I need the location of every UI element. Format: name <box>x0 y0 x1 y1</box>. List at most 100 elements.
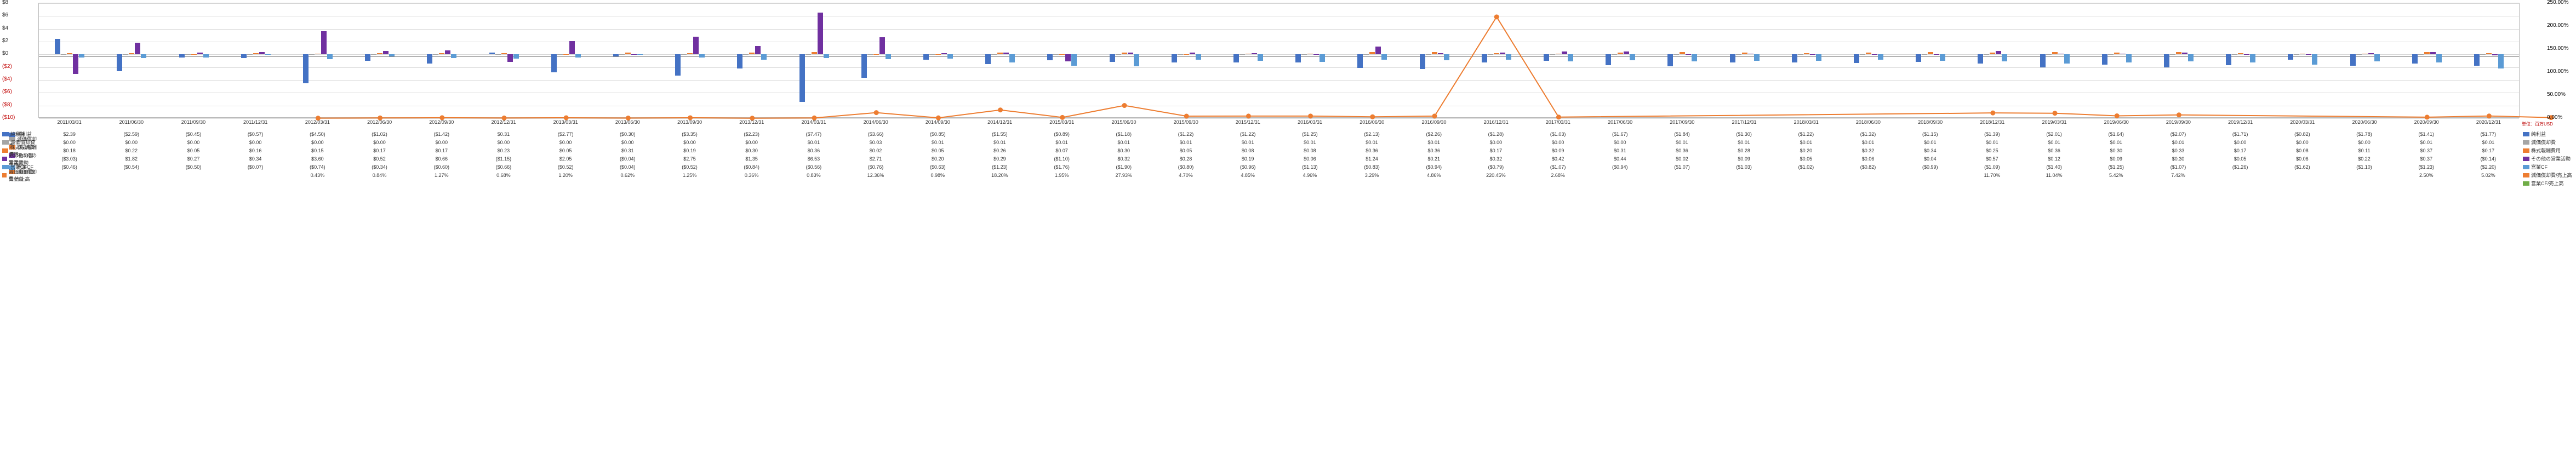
table-cell: $0.08 <box>1217 148 1279 153</box>
bar-net_income <box>2040 54 2046 67</box>
table-cell: $0.01 <box>1713 140 1775 145</box>
bar-net_income <box>303 54 309 83</box>
bar-op_cf <box>1258 54 1263 60</box>
plot-area <box>38 3 2520 118</box>
table-cell: $0.02 <box>1651 156 1713 162</box>
bar-other_op <box>1996 51 2001 55</box>
x-tick: 2015/09/30 <box>1155 119 1216 125</box>
bar-net_income <box>365 54 370 61</box>
bar-sbc <box>1494 53 1499 54</box>
table-cell: $0.09 <box>2085 156 2147 162</box>
table-cell: $0.00 <box>659 140 721 145</box>
table-cell: ($0.60) <box>410 164 472 170</box>
bar-sbc <box>1122 53 1127 55</box>
table-cell: $0.01 <box>1031 140 1093 145</box>
x-tick: 2016/06/30 <box>1341 119 1403 125</box>
bar-op_cf <box>265 54 271 55</box>
table-cell: $0.11 <box>2333 148 2395 153</box>
bar-sbc <box>812 52 817 54</box>
bar-net_income <box>1357 54 1363 68</box>
table-cell: ($0.74) <box>287 164 349 170</box>
bar-depreciation <box>371 54 376 55</box>
table-cell: $0.57 <box>1961 156 2023 162</box>
x-tick: 2017/12/31 <box>1713 119 1775 125</box>
table-cell: $0.03 <box>844 140 906 145</box>
bar-depreciation <box>1550 54 1555 55</box>
table-cell: ($2.23) <box>721 131 782 137</box>
x-tick: 2012/06/30 <box>349 119 410 125</box>
bar-net_income <box>2102 54 2107 65</box>
table-cell: $1.82 <box>100 156 162 162</box>
table-cell: $0.34 <box>1899 148 1961 153</box>
bar-other_op <box>1872 54 1877 55</box>
table-cell: $0.20 <box>907 156 969 162</box>
table-cell: 4.70% <box>1155 173 1216 178</box>
table-cell: ($4.50) <box>287 131 349 137</box>
x-axis-labels: 2011/03/312011/06/302011/09/302011/12/31… <box>38 119 2520 128</box>
table-cell: $2.39 <box>38 131 100 137</box>
bar-sbc <box>2486 53 2492 54</box>
bar-net_income <box>1295 54 1301 62</box>
bar-net_income <box>2226 54 2231 65</box>
x-tick: 2017/09/30 <box>1652 119 1713 125</box>
bar-net_income <box>1792 54 1797 62</box>
bar-op_cf <box>141 54 146 58</box>
table-cell: ($1.90) <box>1093 164 1155 170</box>
bar-other_op <box>135 43 140 54</box>
bar-other_op <box>1190 53 1195 54</box>
table-cell: $0.21 <box>1403 156 1465 162</box>
bar-other_op <box>818 13 823 54</box>
bar-sbc <box>1680 52 1685 54</box>
bar-op_cf <box>1506 54 1511 59</box>
bar-op_cf <box>1692 54 1697 61</box>
bar-depreciation <box>1363 54 1369 55</box>
table-cell: $0.00 <box>721 140 782 145</box>
table-cell: ($1.39) <box>1961 131 2023 137</box>
table-cell: ($1.76) <box>1031 164 1093 170</box>
table-cell: ($1.18) <box>1093 131 1155 137</box>
table-cell: ($3.03) <box>38 156 100 162</box>
x-tick: 2019/09/30 <box>2147 119 2209 125</box>
table-cell: $0.09 <box>1713 156 1775 162</box>
x-tick: 2019/12/31 <box>2210 119 2271 125</box>
table-cell: $0.01 <box>1217 140 1279 145</box>
bar-op_cf <box>203 54 209 58</box>
bar-depreciation <box>309 54 315 55</box>
table-cell: $0.01 <box>1775 140 1837 145</box>
table-cell: $0.42 <box>1527 156 1589 162</box>
table-cell: 1.20% <box>535 173 597 178</box>
bar-sbc <box>1059 54 1065 55</box>
table-cell: ($1.02) <box>1775 164 1837 170</box>
table-cell: ($1.26) <box>2209 164 2271 170</box>
table-cell: 0.68% <box>472 173 534 178</box>
table-cell: $0.16 <box>225 148 287 153</box>
table-cell: $0.06 <box>1279 156 1341 162</box>
bar-sbc <box>2424 52 2430 54</box>
table-cell: $0.00 <box>535 140 597 145</box>
table-cell: $2.75 <box>659 156 721 162</box>
table-cell: $0.32 <box>1465 156 1527 162</box>
table-cell: $0.00 <box>472 140 534 145</box>
bar-op_cf <box>1754 54 1760 61</box>
table-cell: ($0.04) <box>597 156 659 162</box>
table-cell: ($1.78) <box>2333 131 2395 137</box>
bar-net_income <box>1667 54 1673 66</box>
bar-depreciation <box>743 54 749 55</box>
bar-op_cf <box>1071 54 1077 66</box>
bar-depreciation <box>2170 54 2175 55</box>
x-tick: 2011/09/30 <box>163 119 224 125</box>
y-right-tick: 250.00% <box>2547 0 2568 5</box>
bar-net_income <box>1916 54 1921 61</box>
bar-depreciation <box>247 54 253 55</box>
bar-other_op <box>2244 54 2249 55</box>
bar-net_income <box>613 54 619 56</box>
table-cell: ($1.23) <box>969 164 1031 170</box>
bar-op_cf <box>513 54 519 59</box>
bar-op_cf <box>2498 54 2504 68</box>
bar-op_cf <box>1816 54 1821 61</box>
table-cell: ($1.07) <box>2147 164 2209 170</box>
table-cell: $0.37 <box>2395 156 2457 162</box>
table-cell: $0.00 <box>287 140 349 145</box>
bar-net_income <box>2288 54 2293 60</box>
bar-op_cf <box>389 54 395 56</box>
